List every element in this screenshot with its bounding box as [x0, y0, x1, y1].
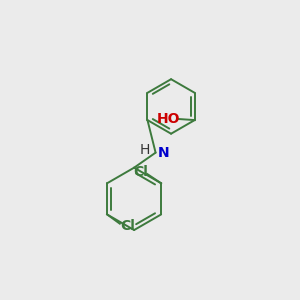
Text: Cl: Cl: [133, 165, 148, 179]
Text: HO: HO: [156, 112, 180, 126]
Text: H: H: [140, 143, 150, 157]
Text: Cl: Cl: [120, 218, 135, 233]
Text: N: N: [158, 146, 169, 160]
